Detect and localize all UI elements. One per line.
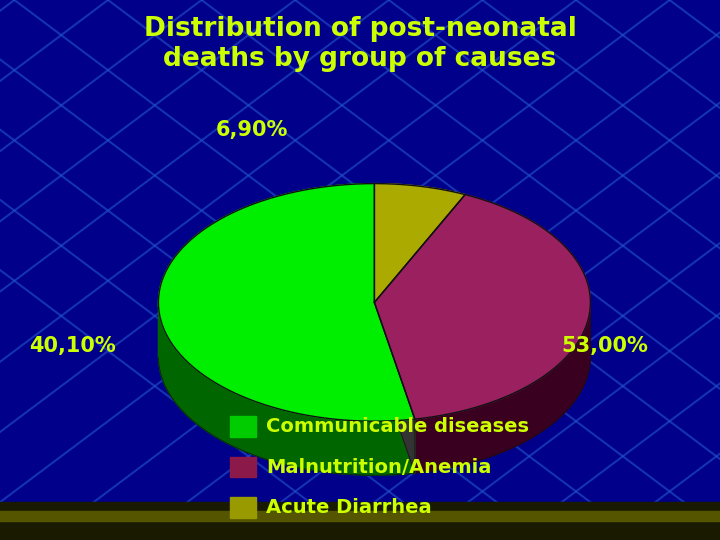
Bar (230, 497, 256, 518)
Polygon shape (374, 194, 590, 419)
Text: Distribution of post-neonatal
deaths by group of causes: Distribution of post-neonatal deaths by … (143, 16, 577, 72)
Polygon shape (374, 184, 465, 302)
Polygon shape (158, 303, 415, 475)
Text: 53,00%: 53,00% (562, 335, 648, 356)
Polygon shape (415, 304, 590, 473)
Bar (0, 502, 720, 540)
Text: Malnutrition/Anemia: Malnutrition/Anemia (266, 457, 492, 477)
Bar (0, 511, 720, 521)
Polygon shape (158, 184, 415, 421)
Bar (230, 416, 256, 437)
Polygon shape (374, 302, 415, 473)
Text: Acute Diarrhea: Acute Diarrhea (266, 498, 432, 517)
Bar (230, 457, 256, 477)
Text: Communicable diseases: Communicable diseases (266, 417, 529, 436)
Text: 6,90%: 6,90% (216, 119, 288, 140)
Text: 40,10%: 40,10% (29, 335, 115, 356)
